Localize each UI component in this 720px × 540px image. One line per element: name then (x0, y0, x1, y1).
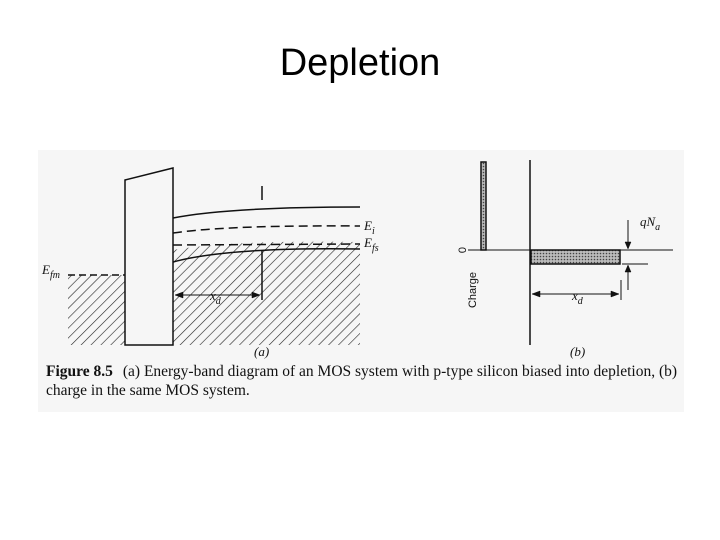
level-label: Ei (363, 218, 375, 237)
level-sub: fs (372, 243, 379, 254)
level-sub: i (372, 226, 375, 237)
zero-label: 0 (457, 247, 469, 253)
level-label: Efm (41, 262, 60, 281)
slide-title: Depletion (279, 42, 441, 84)
caption-label: Figure 8.5 (46, 363, 113, 380)
density-main: qN (640, 214, 657, 229)
width-sub: d (578, 296, 584, 307)
level-label: Efs (363, 235, 379, 254)
figure: Efm Ei Efs xd (a) 0 Charge qNa xd (b) (38, 150, 684, 412)
width-label: xd (571, 288, 584, 307)
level-main: E (363, 218, 372, 233)
level-sub: fm (50, 270, 60, 281)
axis-label: Charge (467, 272, 479, 308)
caption-text: (a) Energy-band diagram of an MOS system… (46, 363, 678, 399)
panel-label: (b) (570, 344, 585, 359)
width-main: x (571, 288, 578, 303)
density-sub: a (655, 222, 660, 233)
panel-label: (a) (254, 344, 269, 359)
width-sub: d (216, 296, 222, 307)
width-label: xd (209, 288, 222, 307)
level-main: E (41, 262, 50, 277)
figure-caption: Figure 8.5 (a) Energy-band diagram of an … (46, 362, 686, 400)
panel-b (468, 160, 673, 345)
width-main: x (209, 288, 216, 303)
level-main: E (363, 235, 372, 250)
panel-a (68, 167, 361, 346)
density-label: qNa (640, 214, 660, 233)
